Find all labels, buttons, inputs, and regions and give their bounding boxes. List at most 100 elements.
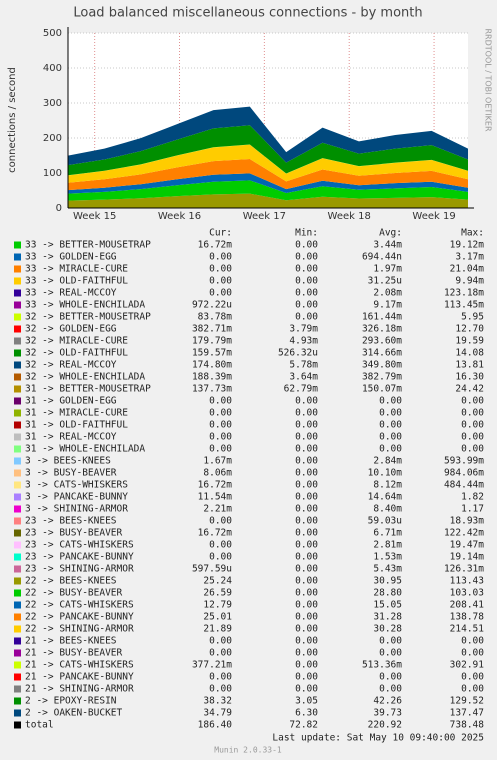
legend-name: 22 -> CATS-WHISKERS <box>25 600 134 611</box>
legend-stat: 0.00 <box>461 684 484 695</box>
legend-stat: 0.00 <box>295 288 318 299</box>
legend-stat: 5.43m <box>373 564 402 575</box>
legend-swatch <box>14 481 21 489</box>
legend-stat: 19.47m <box>450 540 485 551</box>
legend-stat: 179.79m <box>192 336 232 347</box>
legend-swatch <box>14 553 21 561</box>
legend-stat: 3.17m <box>455 252 484 263</box>
legend-stat: 0.00 <box>209 516 232 527</box>
legend-stat: 0.00 <box>295 540 318 551</box>
legend-swatch <box>14 373 21 381</box>
legend-stat: 382.79m <box>362 372 402 383</box>
legend-name: 3 -> SHINING-ARMOR <box>25 504 128 515</box>
legend-stat: 208.41 <box>450 600 485 611</box>
legend-stat: 0.00 <box>461 396 484 407</box>
legend-stat: 0.00 <box>295 564 318 575</box>
legend-stat: 314.66m <box>362 348 402 359</box>
legend-stat: 0.00 <box>295 636 318 647</box>
legend-stat: 16.72m <box>198 240 233 251</box>
legend-name: 3 -> BUSY-BEAVER <box>25 468 117 479</box>
legend-swatch <box>14 349 21 357</box>
legend-name: 32 -> GOLDEN-EGG <box>25 324 117 335</box>
legend-stat: 0.00 <box>379 672 402 683</box>
legend-stat: 8.06m <box>203 468 232 479</box>
legend-stat: 12.70 <box>455 324 484 335</box>
legend-stat: 126.31m <box>444 564 484 575</box>
areas <box>68 106 468 208</box>
legend-stat: 0.00 <box>209 408 232 419</box>
legend-stat: 0.00 <box>295 312 318 323</box>
legend-name: 33 -> GOLDEN-EGG <box>25 252 117 263</box>
legend-stat: 0.00 <box>295 588 318 599</box>
legend-stat: 694.44n <box>362 252 402 263</box>
legend-stat: 0.00 <box>295 444 318 455</box>
legend-name: 31 -> GOLDEN-EGG <box>25 396 117 407</box>
legend-stat: 12.79 <box>203 600 232 611</box>
legend-swatch <box>14 397 21 405</box>
legend-stat: 0.00 <box>461 420 484 431</box>
legend-swatch <box>14 709 21 717</box>
legend-stat: 2.81m <box>373 540 402 551</box>
series-area <box>68 180 468 201</box>
legend-stat: 526.32u <box>278 348 318 359</box>
series-area <box>68 125 468 176</box>
legend-name: 22 -> SHINING-ARMOR <box>25 624 134 635</box>
legend-stat: 25.24 <box>203 576 232 587</box>
legend-stat: 28.80 <box>373 588 402 599</box>
legend-name: 31 -> BETTER-MOUSETRAP <box>25 384 151 395</box>
series-area <box>68 106 468 166</box>
legend-stat: 0.00 <box>209 396 232 407</box>
legend-stat: 0.00 <box>295 600 318 611</box>
series-area <box>68 144 468 183</box>
legend-swatch <box>14 625 21 633</box>
x-tick-label: Week 15 <box>73 211 116 222</box>
legend-stat: 21.89 <box>203 624 232 635</box>
legend-name: 22 -> PANCAKE-BUNNY <box>25 612 134 623</box>
legend-stat: 2.84m <box>373 456 402 467</box>
legend-stat: 0.00 <box>295 300 318 311</box>
x-tick-label: Week 19 <box>412 211 455 222</box>
legend-stat: 0.00 <box>209 540 232 551</box>
y-tick-label: 100 <box>43 168 62 179</box>
legend-stat: 1.82 <box>461 492 484 503</box>
legend-stat: 0.00 <box>379 648 402 659</box>
legend-stat: 1.53m <box>373 552 402 563</box>
series-area <box>68 173 468 194</box>
legend-swatch <box>14 421 21 429</box>
legend-stat: 14.08 <box>455 348 484 359</box>
legend-stat: 0.00 <box>209 288 232 299</box>
legend-name: 31 -> OLD-FAITHFUL <box>25 420 128 431</box>
legend-stat: 38.32 <box>203 696 232 707</box>
legend-stat: 484.44m <box>444 480 484 491</box>
legend-stat: 15.05 <box>373 600 402 611</box>
legend-stat: 13.81 <box>455 360 484 371</box>
legend-swatch <box>14 361 21 369</box>
legend-stat: 0.00 <box>295 480 318 491</box>
legend: Cur: Min: Avg: Max: 33 -> BETTER-MOUSETRAP 16… <box>14 228 484 731</box>
legend-swatch <box>14 589 21 597</box>
legend-name: 33 -> WHOLE-ENCHILADA <box>25 300 145 311</box>
legend-stat: 9.94m <box>455 276 484 287</box>
series-area <box>68 193 468 208</box>
legend-stat: 19.12m <box>450 240 485 251</box>
legend-stat: 83.78m <box>198 312 233 323</box>
legend-stat: 0.00 <box>295 504 318 515</box>
legend-stat: 16.72m <box>198 480 233 491</box>
legend-stat: 0.00 <box>209 672 232 683</box>
legend-swatch <box>14 697 21 705</box>
legend-stat: 0.00 <box>209 552 232 563</box>
legend-stat: 0.00 <box>295 492 318 503</box>
legend-stat: 0.00 <box>461 636 484 647</box>
legend-stat: 377.21m <box>192 660 232 671</box>
legend-stat: 21.04m <box>450 264 485 275</box>
legend-name: 21 -> BUSY-BEAVER <box>25 648 123 659</box>
legend-swatch <box>14 721 21 729</box>
legend-swatch <box>14 601 21 609</box>
legend-stat: 0.00 <box>295 456 318 467</box>
legend-stat: 6.30 <box>295 708 318 719</box>
legend-stat: 186.40 <box>198 720 233 731</box>
legend-stat: 113.43 <box>450 576 484 587</box>
legend-stat: 1.17 <box>461 504 484 515</box>
legend-stat: 150.07m <box>362 384 402 395</box>
legend-stat: 0.00 <box>295 684 318 695</box>
